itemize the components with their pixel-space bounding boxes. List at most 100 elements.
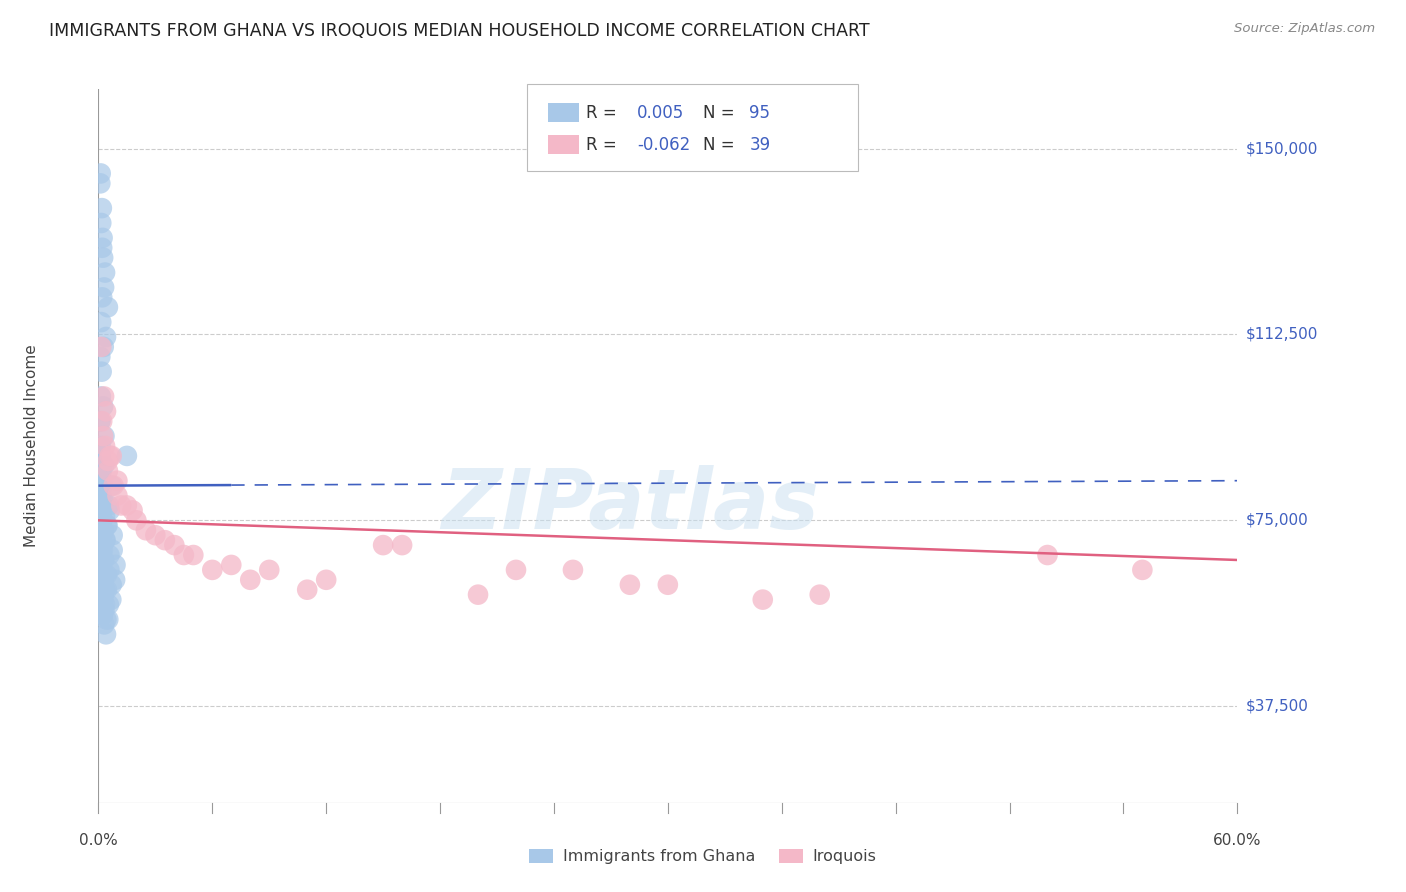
Point: [90, 478, 112, 492]
Point: [96, 582, 118, 597]
Point: [98, 503, 121, 517]
Point: [96, 518, 118, 533]
Text: N =: N =: [703, 136, 740, 154]
Point: [97, 454, 120, 468]
Point: [91, 493, 114, 508]
Point: [90, 528, 112, 542]
Point: [89, 523, 111, 537]
Point: [121, 503, 143, 517]
Point: [145, 528, 167, 542]
Point: [467, 588, 489, 602]
Point: [90, 489, 112, 503]
Text: $150,000: $150,000: [1246, 141, 1317, 156]
Point: [90, 464, 112, 478]
Text: 95: 95: [749, 104, 770, 122]
Point: [90, 548, 112, 562]
Point: [94, 508, 117, 523]
Text: $37,500: $37,500: [1246, 698, 1308, 714]
Point: [91, 592, 114, 607]
Text: IMMIGRANTS FROM GHANA VS IROQUOIS MEDIAN HOUSEHOLD INCOME CORRELATION CHART: IMMIGRANTS FROM GHANA VS IROQUOIS MEDIAN…: [49, 22, 870, 40]
Point: [93, 617, 115, 632]
Point: [97, 499, 120, 513]
Point: [90, 499, 112, 513]
Point: [90, 499, 112, 513]
Point: [90, 563, 112, 577]
Point: [100, 578, 122, 592]
Point: [125, 513, 148, 527]
Text: R =: R =: [586, 136, 623, 154]
Point: [90, 513, 112, 527]
Point: [91, 474, 114, 488]
Point: [90, 563, 112, 577]
Point: [315, 573, 337, 587]
Point: [93, 573, 115, 587]
Point: [89, 508, 111, 523]
Point: [100, 478, 122, 492]
Point: [98, 563, 121, 577]
Point: [89, 489, 111, 503]
Point: [90, 389, 112, 403]
Text: 60.0%: 60.0%: [1213, 832, 1261, 847]
Point: [101, 543, 124, 558]
Point: [103, 478, 125, 492]
Point: [97, 300, 120, 314]
Point: [91, 231, 114, 245]
Point: [107, 489, 129, 503]
Text: 0.0%: 0.0%: [79, 832, 118, 847]
Point: [91, 607, 114, 622]
Point: [89, 449, 111, 463]
Point: [98, 548, 121, 562]
Legend: Immigrants from Ghana, Iroquois: Immigrants from Ghana, Iroquois: [523, 842, 883, 871]
Point: [391, 538, 413, 552]
Point: [90, 439, 112, 453]
Point: [1132, 563, 1154, 577]
Point: [94, 439, 117, 453]
Point: [91, 478, 114, 492]
Point: [91, 241, 114, 255]
Point: [110, 499, 132, 513]
Point: [752, 592, 775, 607]
Point: [90, 201, 112, 215]
Point: [1036, 548, 1059, 562]
Point: [90, 558, 112, 572]
Point: [91, 414, 114, 428]
Point: [91, 251, 114, 265]
Point: [91, 578, 114, 592]
Point: [90, 166, 112, 180]
Point: [96, 567, 118, 582]
Point: [90, 464, 112, 478]
Point: [97, 612, 120, 626]
Point: [90, 365, 112, 379]
Point: [115, 499, 138, 513]
Point: [94, 404, 117, 418]
Point: [619, 578, 641, 592]
Point: [104, 558, 127, 572]
Point: [90, 449, 112, 463]
Point: [104, 573, 127, 587]
Point: [89, 414, 111, 428]
Point: [90, 340, 112, 354]
Point: [91, 543, 114, 558]
Text: $75,000: $75,000: [1246, 513, 1308, 528]
Point: [101, 528, 124, 542]
Point: [90, 578, 112, 592]
Point: [89, 553, 111, 567]
Point: [153, 533, 176, 548]
Point: [89, 538, 111, 552]
Point: [98, 449, 121, 463]
Point: [96, 518, 118, 533]
Point: [96, 612, 118, 626]
Point: [93, 389, 115, 403]
Point: [94, 533, 117, 548]
Point: [93, 340, 115, 354]
Point: [97, 598, 120, 612]
Point: [90, 533, 112, 548]
Point: [90, 508, 112, 523]
Point: [93, 523, 115, 537]
Point: [90, 573, 112, 587]
Point: [93, 429, 115, 443]
Point: [91, 592, 114, 607]
Point: [90, 543, 112, 558]
Point: [93, 602, 115, 616]
Point: [657, 578, 679, 592]
